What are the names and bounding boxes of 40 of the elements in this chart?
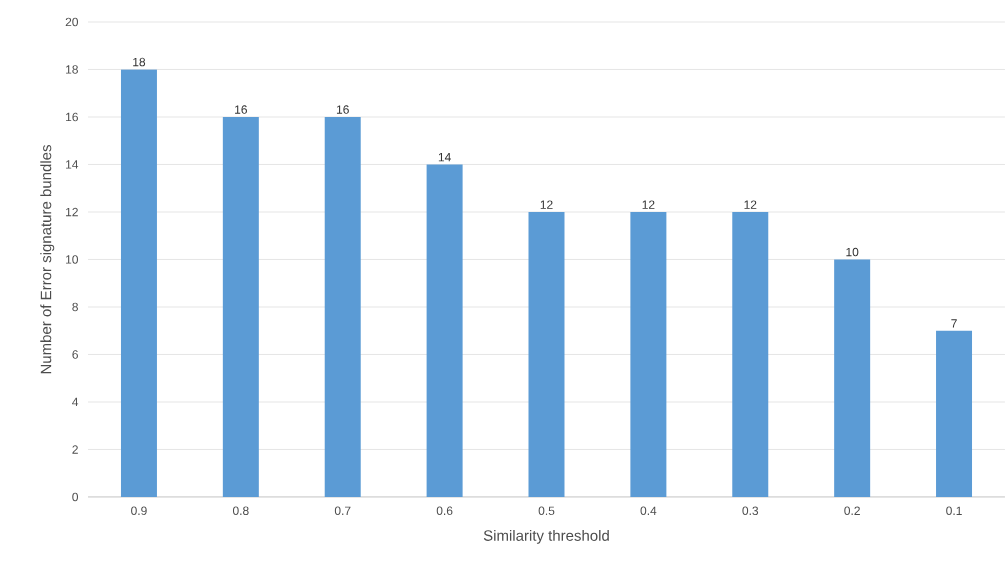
data-label: 12 [642,200,655,209]
y-tick-label: 0 [72,492,79,502]
y-tick-label: 12 [66,207,78,217]
y-tick-label: 10 [66,255,79,264]
y-tick-label: 2 [72,445,78,454]
bar [732,211,769,497]
x-axis-title: Similarity threshold [483,529,609,544]
bar [120,69,157,497]
data-label: 16 [336,105,349,114]
data-label: 14 [438,153,451,162]
bar [630,211,667,497]
y-axis-title: Number of Error signature bundles [40,145,55,374]
data-label: 10 [846,247,859,257]
data-label: 12 [744,200,757,209]
y-tick-label: 14 [66,160,79,169]
y-tick-label: 6 [72,350,78,359]
data-label: 16 [235,105,247,114]
x-tick-label: 0.6 [436,506,453,516]
y-tick-label: 8 [72,302,78,312]
y-tick-label: 20 [65,17,79,27]
bar [834,259,871,497]
bar [222,116,259,497]
x-tick-label: 0.5 [538,506,555,516]
x-tick-label: 0.4 [640,506,657,516]
y-tick-label: 4 [72,397,79,407]
bar [528,211,565,497]
x-tick-label: 0.1 [946,506,962,516]
bar [426,164,463,497]
x-tick-label: 0.7 [334,506,351,516]
data-label: 12 [540,200,553,209]
data-label: 7 [951,319,957,328]
x-tick-label: 0.2 [844,506,860,516]
y-tick-label: 18 [66,65,78,74]
data-label: 18 [133,57,146,67]
x-tick-label: 0.9 [131,506,147,516]
x-tick-label: 0.3 [742,506,759,516]
x-tick-label: 0.8 [232,506,249,516]
bar [324,116,361,497]
bar [936,330,973,497]
y-tick-label: 16 [66,112,78,122]
